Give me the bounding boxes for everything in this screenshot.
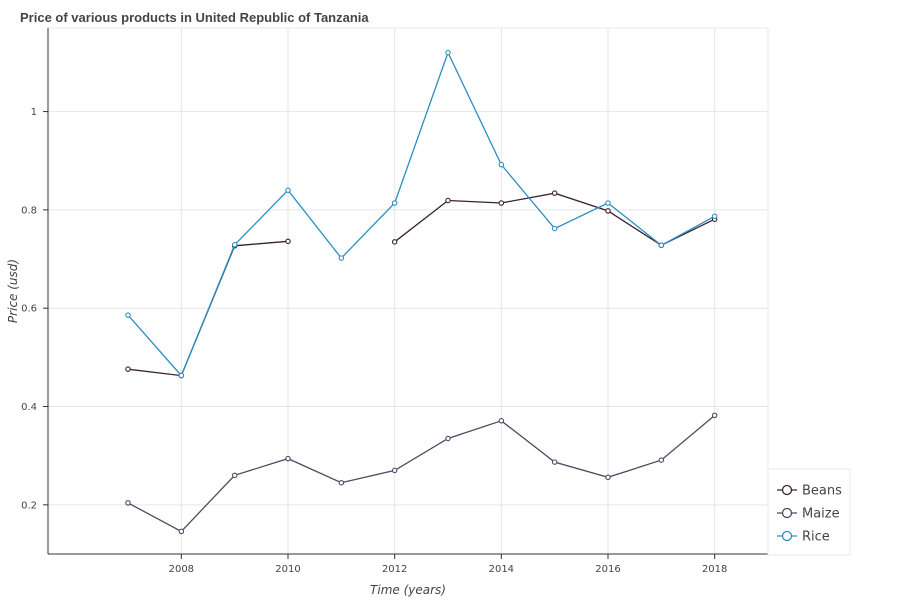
- series-line-rice: [127, 50, 716, 377]
- data-point-beans: [125, 366, 131, 372]
- data-point-rice: [711, 213, 718, 220]
- y-axis-ticks: 0.2 0.4 0.6 0.8 1: [21, 107, 48, 511]
- series-maize: [125, 412, 718, 535]
- legend-label: Beans: [802, 484, 842, 499]
- legend-label: Rice: [802, 530, 830, 545]
- data-point-maize: [658, 457, 665, 463]
- data-point-maize: [445, 435, 451, 442]
- x-tick-label: 2008: [169, 564, 194, 575]
- series-line-maize: [127, 414, 716, 533]
- data-point-maize: [711, 412, 718, 419]
- series-rice: [125, 49, 718, 379]
- data-point-maize: [338, 479, 345, 486]
- legend-marker-icon: [781, 484, 793, 496]
- legend-item-maize: Maize: [777, 507, 840, 522]
- data-point-beans: [498, 200, 505, 206]
- data-point-rice: [231, 242, 238, 248]
- data-point-rice: [551, 225, 558, 232]
- legend-box: [767, 468, 851, 556]
- legend: Beans Maize Rice: [767, 468, 851, 556]
- legend-item-rice: Rice: [777, 530, 830, 545]
- data-point-rice: [125, 312, 131, 318]
- y-tick-label: 0.2: [21, 500, 37, 511]
- data-point-beans: [285, 238, 291, 245]
- chart-title: Price of various products in United Repu…: [20, 10, 369, 25]
- gridlines: [48, 28, 768, 554]
- legend-item-beans: Beans: [777, 484, 842, 499]
- data-point-beans: [391, 239, 398, 245]
- data-point-rice: [391, 200, 398, 206]
- y-tick-label: 1: [31, 107, 37, 118]
- x-axis-label: Time (years): [370, 583, 446, 597]
- data-point-maize: [605, 474, 611, 481]
- data-point-maize: [178, 528, 185, 535]
- y-tick-label: 0.6: [21, 304, 37, 315]
- y-tick-label: 0.8: [21, 205, 37, 216]
- x-tick-label: 2010: [275, 564, 300, 575]
- legend-label: Maize: [802, 507, 840, 522]
- y-tick-label: 0.4: [21, 402, 37, 413]
- x-tick-label: 2014: [489, 564, 514, 575]
- data-point-maize: [125, 500, 131, 506]
- x-tick-label: 2012: [382, 564, 407, 575]
- y-axis-label: Price (usd): [6, 259, 20, 323]
- data-point-maize: [231, 472, 238, 479]
- data-point-maize: [551, 459, 558, 465]
- x-axis-ticks: 2008 2010 2012 2014 2016 2018: [169, 554, 727, 575]
- plot-frame: [47, 27, 769, 555]
- legend-marker-icon: [781, 530, 793, 542]
- series-layer: [125, 49, 718, 535]
- data-point-rice: [498, 161, 505, 168]
- data-point-rice: [605, 200, 611, 206]
- data-point-rice: [178, 372, 185, 379]
- data-point-maize: [391, 467, 398, 474]
- data-point-beans: [445, 197, 451, 204]
- data-point-beans: [551, 190, 558, 196]
- data-point-rice: [445, 49, 451, 56]
- data-point-rice: [658, 242, 665, 249]
- data-point-maize: [285, 455, 291, 462]
- data-point-rice: [338, 255, 345, 261]
- x-tick-label: 2018: [702, 564, 727, 575]
- data-point-rice: [285, 187, 291, 193]
- data-point-maize: [498, 418, 505, 424]
- data-point-beans: [605, 208, 611, 214]
- x-tick-label: 2016: [595, 564, 620, 575]
- legend-marker-icon: [781, 507, 793, 519]
